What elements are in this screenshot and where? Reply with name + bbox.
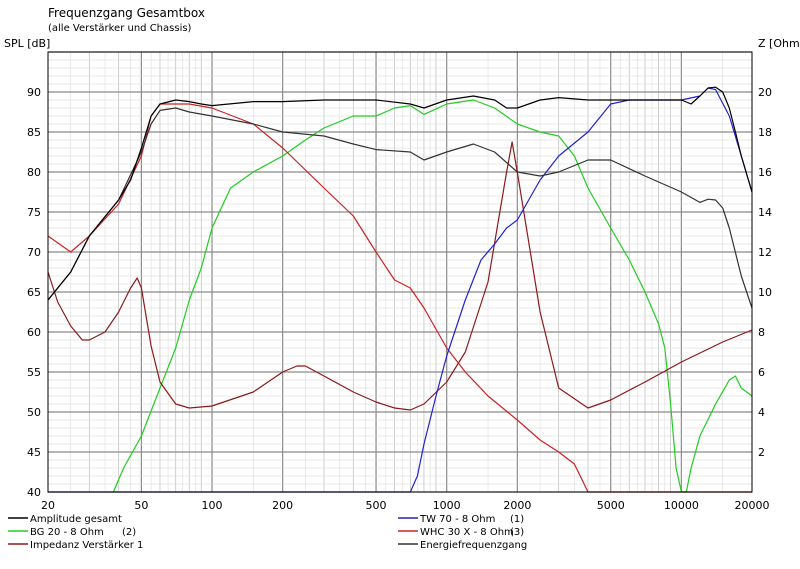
y-right-tick-label: 18: [758, 126, 772, 139]
legend-label-suffix: (2): [122, 527, 136, 538]
y-left-tick-label: 80: [27, 166, 41, 179]
axis-ticks: 20 50 100 200 500 1000 2000 5000 10000 2000040455…: [27, 86, 772, 512]
series-curve: [47, 107, 753, 309]
y-left-tick-label: 45: [27, 446, 41, 459]
y-right-tick-label: 14: [758, 206, 772, 219]
x-tick-label: 100: [202, 499, 223, 512]
legend-label: TW 70 - 8 Ohm: [419, 514, 495, 525]
y-left-tick-label: 85: [27, 126, 41, 139]
y-right-tick-label: 20: [758, 86, 772, 99]
x-tick-label: 5000: [597, 499, 625, 512]
series-curve: [47, 141, 753, 411]
x-tick-label: 2000: [503, 499, 531, 512]
curves: [47, 86, 753, 493]
chart-subtitle: (alle Verstärker und Chassis): [48, 23, 192, 34]
x-tick-label: 500: [366, 499, 387, 512]
x-tick-label: 20: [41, 499, 55, 512]
legend: Amplitude gesamt BG 20 - 8 Ohm (2) Impedanz…: [8, 514, 527, 551]
legend-label-suffix: (1): [510, 514, 524, 525]
y-right-tick-label: 4: [758, 406, 765, 419]
series-curve: [112, 99, 753, 493]
legend-label: Impedanz Verstärker 1: [30, 540, 143, 551]
x-tick-label: 20000: [735, 499, 770, 512]
legend-label: WHC 30 X - 8 Ohm: [420, 527, 514, 538]
legend-label-suffix: (3): [510, 527, 524, 538]
y-left-tick-label: 55: [27, 366, 41, 379]
y-left-tick-label: 75: [27, 206, 41, 219]
y-axis-left-label: SPL [dB]: [4, 37, 50, 50]
legend-label: Amplitude gesamt: [30, 514, 122, 525]
y-axis-right-label: Z [Ohm]: [758, 37, 800, 50]
legend-label: Energiefrequenzgang: [420, 540, 527, 551]
y-left-tick-label: 60: [27, 326, 41, 339]
plot-border: [47, 51, 753, 493]
y-right-tick-label: 8: [758, 326, 765, 339]
legend-label: BG 20 - 8 Ohm: [30, 527, 104, 538]
y-left-tick-label: 90: [27, 86, 41, 99]
chart-title: Frequenzgang Gesamtbox: [48, 6, 205, 20]
y-right-tick-label: 6: [758, 366, 765, 379]
y-right-tick-label: 12: [758, 246, 772, 259]
y-left-tick-label: 65: [27, 286, 41, 299]
y-left-tick-label: 50: [27, 406, 41, 419]
series-curve: [47, 86, 753, 301]
y-right-tick-label: 16: [758, 166, 772, 179]
y-left-tick-label: 40: [27, 486, 41, 499]
x-tick-label: 200: [272, 499, 293, 512]
y-right-tick-label: 10: [758, 286, 772, 299]
x-tick-label: 1000: [433, 499, 461, 512]
x-tick-label: 10000: [664, 499, 699, 512]
x-tick-label: 50: [134, 499, 148, 512]
y-left-tick-label: 70: [27, 246, 41, 259]
plot-area: [47, 51, 753, 493]
y-right-tick-label: 2: [758, 446, 765, 459]
